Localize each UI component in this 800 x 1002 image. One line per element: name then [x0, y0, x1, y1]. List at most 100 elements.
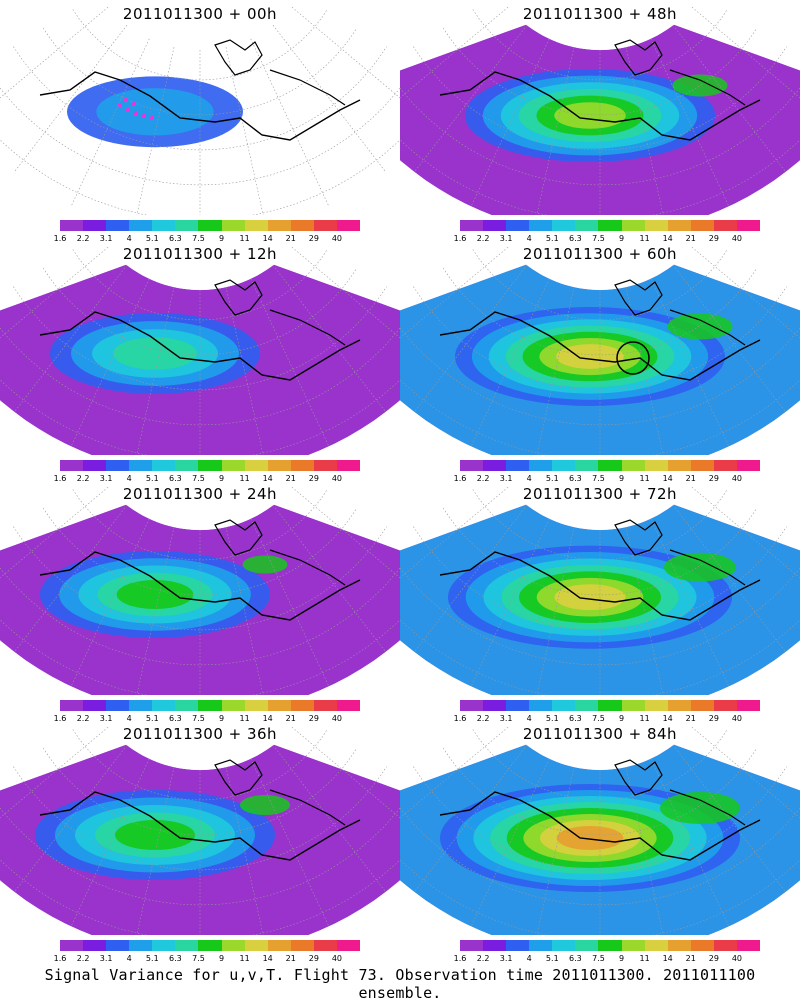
- colorbar-label: 5.1: [145, 234, 159, 243]
- colorbar-swatch: [713, 460, 737, 471]
- colorbar-swatch: [175, 460, 199, 471]
- secondary-maximum: [672, 74, 728, 97]
- variance-map: [0, 6, 400, 215]
- colorbar-label: 11: [239, 714, 250, 723]
- colorbar-label: 2.2: [76, 714, 90, 723]
- colorbar-label: 14: [262, 234, 273, 243]
- colorbar-label: 21: [685, 474, 696, 483]
- variance-map: [400, 486, 800, 695]
- graticule: [400, 486, 800, 695]
- colorbar-label: 40: [331, 474, 343, 483]
- colorbar-label: 4: [126, 474, 132, 483]
- colorbar-swatch: [667, 700, 691, 711]
- secondary-maximum: [240, 795, 290, 815]
- colorbar-swatch: [152, 460, 176, 471]
- secondary-maximum: [664, 552, 736, 582]
- map-panel: 2011011300 + 48h 1.6 2.2 3.1 4 5.1 6.3 7.5 9 11 14…: [400, 0, 800, 243]
- colorbar-swatch: [483, 460, 507, 471]
- arctic-islands: [614, 39, 746, 106]
- colorbar-swatch: [244, 700, 268, 711]
- colorbar-swatch: [483, 940, 507, 951]
- colorbar-label: 11: [639, 954, 650, 963]
- colorbar-label: 4: [126, 954, 132, 963]
- colorbar-label: 40: [331, 714, 343, 723]
- colorbar-swatch: [175, 940, 199, 951]
- colorbar-swatch: [244, 460, 268, 471]
- colorbar-label: 2.2: [76, 234, 90, 243]
- observation-point: [132, 102, 136, 106]
- coastline: [39, 791, 361, 861]
- colorbar-label: 14: [662, 474, 673, 483]
- colorbar-label: 6.3: [169, 234, 182, 243]
- variance-contour-band: [554, 102, 626, 129]
- colorbar-swatch: [621, 220, 645, 231]
- panel-title: 2011011300 + 00h: [122, 5, 278, 23]
- variance-map: [400, 726, 800, 935]
- colorbar-swatch: [598, 700, 622, 711]
- coastline: [439, 71, 761, 141]
- map-panel: 2011011300 + 36h 1.6 2.2 3.1 4 5.1 6.3 7.5 9 11 14…: [0, 720, 400, 963]
- graticule: [400, 246, 800, 455]
- colorbar-swatch: [736, 700, 761, 711]
- coastline: [439, 311, 761, 381]
- variance-contour-band: [113, 337, 197, 370]
- colorbar-label: 7.5: [592, 474, 605, 483]
- colorbar-swatch: [575, 460, 599, 471]
- colorbar-swatch: [290, 220, 314, 231]
- map-panel: 2011011300 + 12h 1.6 2.2 3.1 4 5.1 6.3 7.5 9 11 14…: [0, 240, 400, 483]
- colorbar-swatch: [690, 460, 714, 471]
- variance-contour-band: [554, 584, 626, 611]
- colorbar-labels: 1.6 2.2 3.1 4 5.1 6.3 7.5 9 11 14 21 29 40: [54, 954, 360, 964]
- variance-contour-band: [556, 344, 624, 369]
- colorbar-labels: 1.6 2.2 3.1 4 5.1 6.3 7.5 9 11 14 21 29 40: [54, 234, 360, 244]
- colorbar: [60, 700, 361, 711]
- colorbar-swatch: [690, 220, 714, 231]
- colorbar-labels: 1.6 2.2 3.1 4 5.1 6.3 7.5 9 11 14 21 29 40: [454, 474, 760, 484]
- arctic-islands: [214, 39, 346, 106]
- colorbar-label: 29: [308, 714, 319, 723]
- secondary-maximum: [660, 792, 740, 824]
- colorbar-swatch: [483, 220, 507, 231]
- colorbar-swatch: [575, 700, 599, 711]
- colorbar-swatch: [575, 940, 599, 951]
- colorbar-swatch: [313, 700, 337, 711]
- variance-map: [0, 246, 400, 455]
- colorbar-swatch: [60, 940, 84, 951]
- colorbar-swatch: [529, 700, 553, 711]
- map-panel: 2011011300 + 72h 1.6 2.2 3.1 4 5.1 6.3 7.5 9 11 14…: [400, 480, 800, 723]
- colorbar-label: 7.5: [592, 234, 605, 243]
- colorbar-swatch: [290, 940, 314, 951]
- colorbar-swatch: [83, 460, 107, 471]
- panel-title: 2011011300 + 36h: [122, 725, 278, 743]
- graticule: [0, 246, 400, 455]
- colorbar-label: 11: [639, 234, 650, 243]
- colorbar-swatch: [221, 460, 245, 471]
- colorbar-label: 6.3: [169, 714, 182, 723]
- colorbar-swatch: [667, 940, 691, 951]
- colorbar-label: 5.1: [545, 474, 559, 483]
- colorbar-swatch: [713, 700, 737, 711]
- colorbar-label: 14: [262, 954, 273, 963]
- colorbar-swatch: [221, 220, 245, 231]
- graticule: [0, 6, 400, 215]
- colorbar-label: 9: [218, 954, 225, 963]
- colorbar-swatch: [267, 940, 291, 951]
- colorbar-swatch: [690, 940, 714, 951]
- colorbar-swatch: [152, 700, 176, 711]
- colorbar-swatch: [598, 220, 622, 231]
- variance-map: [0, 726, 400, 935]
- colorbar-swatch: [198, 460, 222, 471]
- colorbar: [460, 460, 761, 471]
- colorbar-swatch: [175, 220, 199, 231]
- colorbar-swatch: [198, 220, 222, 231]
- colorbar-label: 3.1: [499, 714, 513, 723]
- colorbar-label: 4: [526, 714, 532, 723]
- colorbar-label: 6.3: [169, 474, 182, 483]
- colorbar-swatch: [244, 940, 268, 951]
- colorbar-label: 21: [285, 474, 296, 483]
- graticule: [400, 6, 800, 215]
- colorbar-label: 1.6: [53, 474, 67, 483]
- colorbar-label: 1.6: [453, 954, 467, 963]
- figure-caption: Signal Variance for u,v,T. Flight 73. Ob…: [44, 966, 756, 1002]
- colorbar-swatch: [644, 700, 668, 711]
